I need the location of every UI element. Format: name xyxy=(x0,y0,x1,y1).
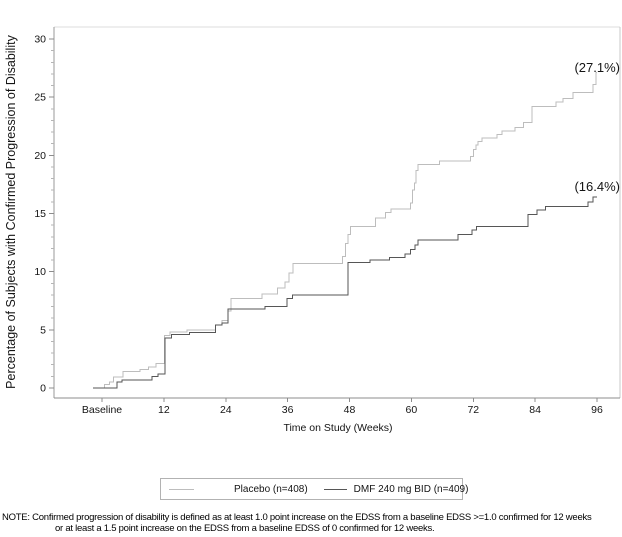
y-tick-label: 25 xyxy=(34,92,46,104)
y-tick-label: 20 xyxy=(34,150,46,162)
dmf-curve xyxy=(93,196,597,389)
legend-label-dmf: DMF 240 mg BID (n=409) xyxy=(353,483,469,495)
legend-label-placebo: Placebo (n=408) xyxy=(234,483,308,495)
x-tick-label: 60 xyxy=(406,404,418,416)
y-axis-title: Percentage of Subjects with Confirmed Pr… xyxy=(4,34,18,388)
x-tick-label: 48 xyxy=(344,404,356,416)
km-step-chart: 0 5 10 15 20 25 30 Baseline 12 24 36 48 60 72 84 96 (27… xyxy=(4,26,621,434)
x-tick-label: 96 xyxy=(591,404,603,416)
placebo-final-annotation: (27.1%) xyxy=(574,60,620,75)
y-tick-label: 30 xyxy=(34,34,46,46)
dmf-final-annotation: (16.4%) xyxy=(574,179,620,194)
x-axis-title: Time on Study (Weeks) xyxy=(283,422,392,434)
x-tick-label: 24 xyxy=(220,404,232,416)
dmf-line-sample xyxy=(323,488,347,490)
y-tick-label: 10 xyxy=(34,266,46,278)
note-line-2: or at least a 1.5 point increase on the … xyxy=(55,523,435,534)
y-tick-label: 15 xyxy=(34,208,46,220)
x-tick-label: 12 xyxy=(158,404,170,416)
x-tick-label: Baseline xyxy=(82,404,122,416)
study-note: NOTE: Confirmed progression of disabilit… xyxy=(2,512,592,534)
placebo-line-sample xyxy=(169,488,194,490)
y-tick-label: 0 xyxy=(40,383,46,395)
legend: Placebo (n=408) DMF 240 mg BID (n=409) xyxy=(160,478,468,500)
x-tick-label: 84 xyxy=(529,404,541,416)
axis-ticks: 0 5 10 15 20 25 30 Baseline 12 24 36 48 60 72 84 96 xyxy=(34,34,603,417)
y-tick-label: 5 xyxy=(40,324,46,336)
placebo-curve xyxy=(93,72,597,389)
x-tick-label: 72 xyxy=(467,404,479,416)
x-tick-label: 36 xyxy=(282,404,294,416)
note-line-1: NOTE: Confirmed progression of disabilit… xyxy=(2,512,592,523)
